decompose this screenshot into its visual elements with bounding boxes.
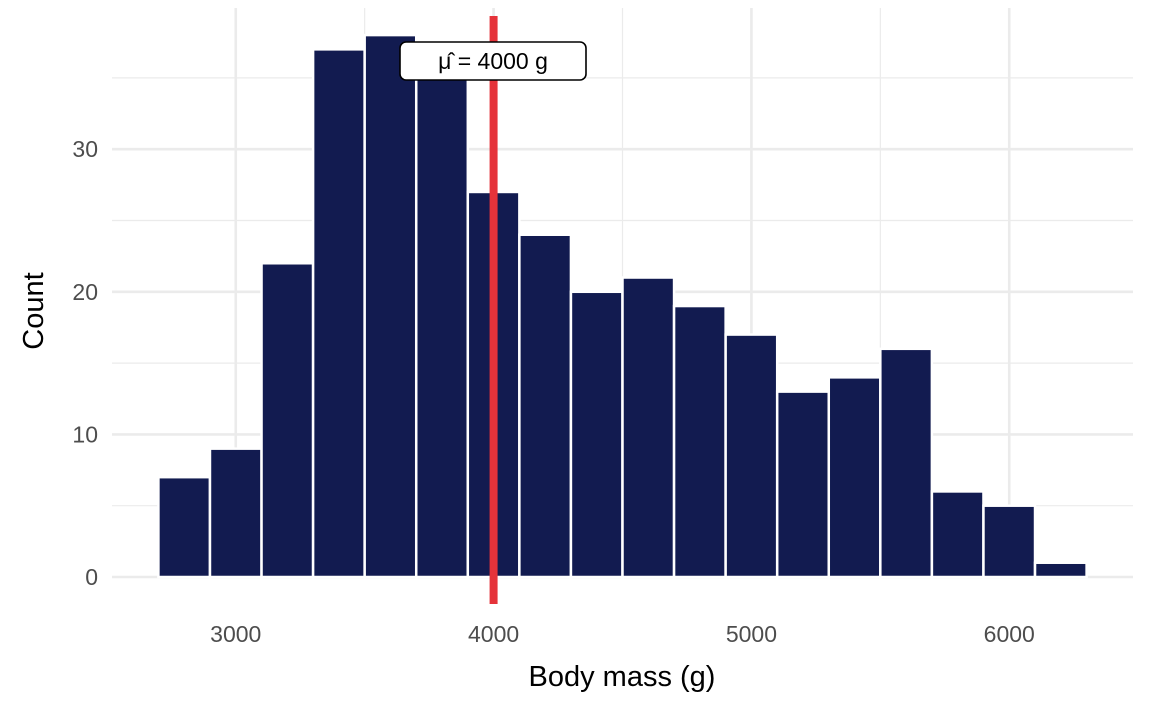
y-axis-title: Count — [18, 272, 50, 349]
histogram-bar — [1033, 561, 1088, 579]
histogram-bar — [621, 276, 676, 579]
histogram-bar — [930, 490, 985, 579]
mean-label: μ̂ = 4000 g — [438, 48, 548, 74]
mean-layer: μ̂ = 4000 g — [399, 16, 587, 604]
histogram-bar — [157, 475, 212, 579]
mean-label-box — [399, 41, 587, 81]
bar-layer — [157, 33, 1088, 579]
histogram-bar — [879, 347, 934, 579]
histogram-bar — [724, 333, 779, 579]
y-tick-label: 10 — [72, 421, 98, 447]
histogram-bar — [363, 33, 418, 579]
histogram-bar — [518, 233, 573, 579]
histogram-bar — [208, 447, 263, 579]
histogram-bar — [569, 290, 624, 579]
y-tick-label: 0 — [85, 564, 98, 590]
y-tick-label: 20 — [72, 279, 98, 305]
histogram-bar — [311, 48, 366, 579]
y-tick-label: 30 — [72, 136, 98, 162]
x-tick-label: 6000 — [984, 621, 1035, 647]
tick-layer: 3000 4000 5000 6000 0 10 20 30 — [72, 136, 1034, 647]
histogram-bar — [775, 390, 831, 579]
histogram-bar — [672, 304, 727, 579]
histogram-bar — [414, 62, 470, 579]
x-tick-label: 3000 — [210, 621, 261, 647]
x-tick-label: 5000 — [726, 621, 777, 647]
x-tick-label: 4000 — [468, 621, 519, 647]
histogram-bar — [260, 262, 315, 579]
x-axis-title: Body mass (g) — [529, 661, 716, 693]
histogram-bar — [827, 376, 882, 579]
histogram-bar — [982, 504, 1037, 579]
